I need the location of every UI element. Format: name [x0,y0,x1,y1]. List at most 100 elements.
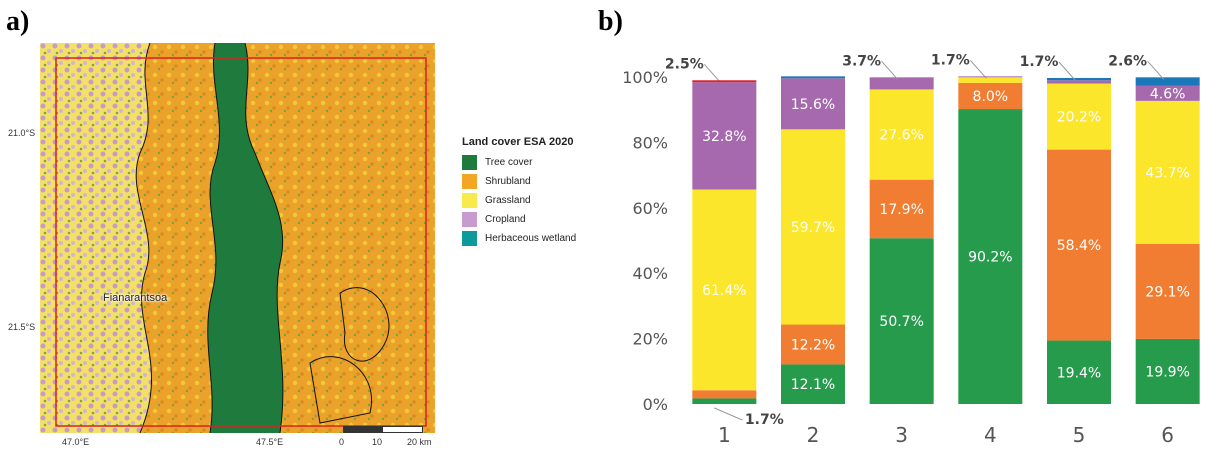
x-tick-label: 2 [807,423,820,447]
bar-segment [958,82,1023,110]
bar-segment [692,189,757,391]
land-cover-map-image [40,42,435,434]
callout-line [1147,60,1165,80]
x-tick-label: 6 [1161,423,1174,447]
panel-b-label: b) [598,6,623,37]
panel-a-label: a) [6,6,30,37]
y-tick-label: 60% [632,199,668,218]
lat-tick-label: 21.5°S [8,322,36,332]
bar-segment [1047,83,1111,150]
bar-segment [781,129,845,325]
bar-segment [692,80,757,83]
data-label: 61.4% [702,283,746,299]
data-label: 50.7% [879,314,923,330]
bar-segment [781,364,845,404]
x-tick-label: 5 [1073,423,1086,447]
callout-line [1058,61,1076,81]
data-label: 19.4% [1057,365,1101,381]
data-label: 1.7% [931,52,970,68]
lon-tick-label: 47.0°E [62,437,90,447]
y-tick-label: 80% [632,133,668,152]
bar-segment [958,109,1023,405]
x-tick-label: 4 [984,423,997,447]
bar-segment [1047,80,1111,84]
data-label: 58.4% [1057,238,1101,254]
stacked-bar-chart-svg: 0% 20% 40% 60% 80% 100% 1.7% 2.5% 61.4% 32.8% 1 12.… [622,52,1200,447]
legend-swatch [462,174,477,189]
x-tick-label: 1 [718,423,731,447]
data-label: 12.1% [791,377,835,393]
bar-segment [692,398,757,404]
bar-segment [1135,100,1200,244]
scale-label: 0 [339,437,345,447]
x-tick-label: 3 [895,423,908,447]
data-label: 4.6% [1150,86,1186,102]
bar-segment [958,76,1023,78]
land-cover-map: Fianarantsoa [40,42,435,434]
bar-segment [692,82,757,190]
scale-label: 10 [372,437,383,447]
bar-segment [1135,85,1200,101]
data-label: 2.6% [1108,53,1147,69]
legend-label: Herbaceous wetland [485,233,577,244]
data-label: 17.9% [879,202,923,218]
data-label: 1.7% [745,412,784,428]
y-tick-label: 0% [643,395,668,414]
legend-item: Herbaceous wetland [462,229,576,248]
bar-segment [692,390,757,399]
legend-swatch [462,231,477,246]
bar-segment [1047,340,1111,404]
map-legend: Land cover ESA 2020 Tree cover Shrubland G… [462,136,576,248]
bar-segment [1047,149,1111,341]
legend-item: Shrubland [462,172,576,191]
data-label: 20.2% [1057,110,1101,126]
legend-swatch [462,212,477,227]
lon-tick-label: 47.5°E [256,437,284,447]
data-label: 32.8% [702,129,746,145]
y-tick-label: 100% [622,68,668,87]
callout-line [703,63,721,83]
place-label: Fianarantsoa [103,292,168,304]
scale-bar [343,426,423,433]
data-label: 43.7% [1145,165,1189,181]
y-tick-label: 40% [632,264,668,283]
legend-label: Grassland [485,195,531,206]
bar-segment [1135,338,1200,404]
data-label: 15.6% [791,97,835,113]
callout-line [881,60,899,80]
bar-segment [958,77,1023,83]
bar-segment [1135,77,1200,86]
legend-item: Cropland [462,210,576,229]
stacked-bar-chart: 0% 20% 40% 60% 80% 100% 1.7% 2.5% 61.4% 32.8% 1 12.… [600,40,1220,451]
callout-line [714,407,743,421]
bar-segment [1135,243,1200,339]
bar-segment [781,76,845,79]
legend-title: Land cover ESA 2020 [462,136,574,148]
legend-item: Grassland [462,191,576,210]
bar-segment [781,324,845,365]
data-label: 3.7% [842,53,881,69]
bar-segment [869,238,934,404]
legend-label: Tree cover [485,157,533,168]
bar-segment [869,179,934,239]
data-label: 29.1% [1145,284,1189,300]
data-label: 19.9% [1145,364,1189,380]
legend-swatch [462,193,477,208]
lat-tick-label: 21.0°S [8,128,36,138]
bar-segment [1047,77,1111,81]
data-label: 1.7% [1020,54,1059,70]
data-label: 8.0% [973,89,1009,105]
data-label: 2.5% [665,56,704,72]
data-label: 12.2% [791,337,835,353]
data-label: 59.7% [791,220,835,236]
legend-label: Cropland [485,214,526,225]
callout-line [969,60,987,79]
scale-label: 20 km [407,437,432,447]
y-tick-label: 20% [632,330,668,349]
bar-segment [869,77,934,90]
data-label: 90.2% [968,250,1012,266]
legend-swatch [462,155,477,170]
legend-label: Shrubland [485,176,531,187]
bar-segment [869,89,934,180]
legend-item: Tree cover [462,153,576,172]
